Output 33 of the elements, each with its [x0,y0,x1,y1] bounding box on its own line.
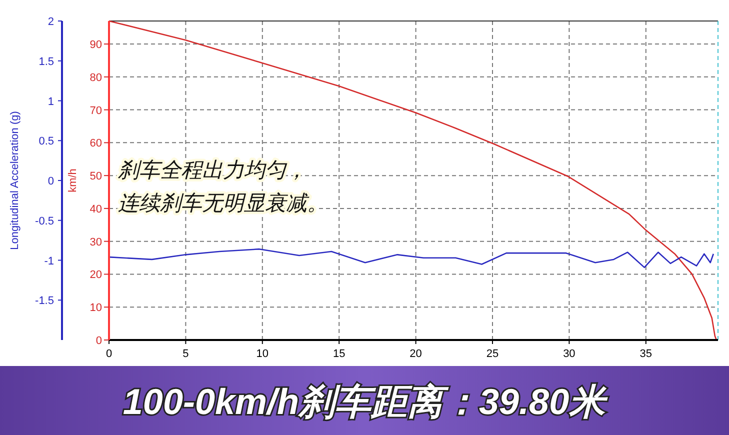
y-tick-label: 10 [90,302,102,314]
x-tick-label: 15 [332,348,346,360]
y2-tick-label: -0.5 [35,215,54,228]
y2-tick-label: 2 [48,16,54,28]
y2-tick-label: 1.5 [38,56,54,68]
y-tick-label: 30 [90,236,102,248]
y-tick-label: 60 [90,138,102,150]
y-tick-label: 70 [90,104,102,117]
y-axis-title: km/h [67,168,79,192]
annotation: 连续刹车无明显衰减。 [118,192,328,215]
y-tick-label: 80 [90,72,102,84]
line-series [108,20,718,341]
line-series [108,248,714,268]
y2-axis-title: Longitudinal Acceleration (g) [9,111,21,250]
y-tick-label: 0 [96,335,102,347]
y2-tick-label: 0.5 [38,136,54,148]
y-tick-label: 40 [90,203,102,216]
text: 100-0km/h刹车距离：39.80米 [122,381,608,422]
y-tick-label: 90 [90,39,102,52]
annotation: 刹车全程出力均匀， [117,159,307,182]
y2-tick-label: -1.5 [35,295,54,308]
y-tick-label: 50 [90,170,102,183]
y-tick-label: 20 [90,269,102,282]
x-tick-label: 25 [486,348,499,360]
x-tick-label: 35 [640,348,652,360]
y2-tick-label: 1 [48,96,54,108]
x-tick-label: 0 [106,348,112,360]
y2-tick-label: -1 [44,255,54,268]
x-tick-label: 10 [256,348,269,360]
x-tick-label: 20 [410,348,422,360]
y2-tick-label: 0 [48,176,54,188]
x-tick-label: 5 [182,348,189,360]
x-tick-label: 30 [563,348,576,360]
